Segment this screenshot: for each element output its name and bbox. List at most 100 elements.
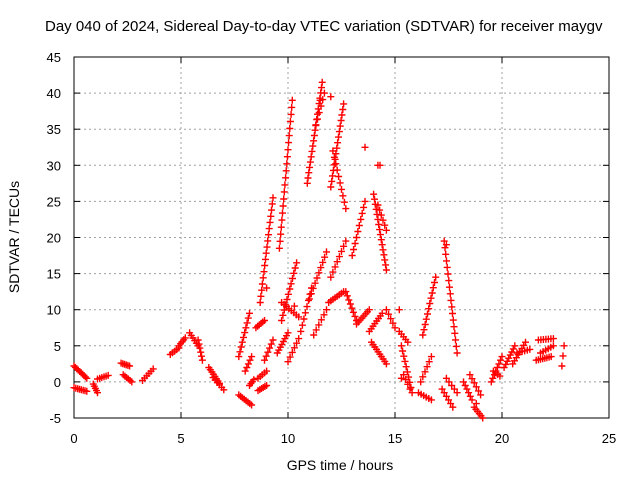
data-point [198, 352, 205, 360]
data-point [370, 190, 378, 198]
data-point [268, 200, 276, 208]
data-point [305, 169, 313, 177]
data-point [429, 284, 437, 292]
data-point [269, 194, 277, 202]
data-point [194, 336, 202, 344]
data-point [489, 374, 497, 382]
data-point [244, 360, 252, 368]
data-point [511, 342, 519, 350]
data-point [327, 183, 335, 191]
data-point [83, 374, 91, 382]
data-point [277, 230, 285, 238]
data-point [262, 352, 270, 360]
data-point [428, 289, 436, 297]
data-point [323, 248, 330, 256]
data-point [149, 365, 157, 373]
data-point [500, 364, 508, 371]
data-point [282, 174, 290, 182]
data-point [288, 96, 296, 104]
data-point [472, 383, 480, 391]
data-point [468, 396, 476, 404]
data-point [329, 147, 337, 155]
y-tick-label: 5 [54, 339, 61, 354]
data-point [422, 315, 430, 323]
data-point [438, 385, 446, 393]
data-point [425, 305, 433, 313]
data-point [320, 89, 328, 97]
data-point [315, 269, 323, 277]
data-point [447, 296, 455, 304]
data-point [308, 147, 316, 155]
data-point [317, 316, 325, 324]
data-point [340, 198, 348, 206]
data-point [305, 295, 313, 303]
y-tick-label: 15 [47, 267, 61, 282]
data-point [335, 253, 343, 261]
data-point [560, 342, 568, 350]
data-point [283, 153, 291, 161]
data-point [269, 336, 277, 344]
data-point [264, 348, 272, 356]
data-point [263, 243, 271, 251]
x-tick-label: 10 [281, 431, 295, 446]
data-point [399, 347, 407, 355]
data-point [260, 268, 268, 276]
data-point [275, 244, 283, 252]
data-point [333, 166, 341, 174]
data-point [450, 323, 458, 331]
data-point [549, 342, 557, 350]
data-point [305, 296, 312, 304]
data-point [460, 378, 467, 386]
data-point [334, 139, 342, 147]
data-point [549, 335, 557, 343]
data-point [293, 259, 301, 267]
data-point [265, 225, 273, 233]
data-point [427, 294, 435, 302]
data-point [442, 392, 450, 400]
data-point [257, 292, 265, 300]
data-point [128, 378, 136, 386]
data-point [314, 115, 321, 123]
data-point [287, 280, 295, 288]
data-point [267, 340, 275, 348]
data-point [279, 209, 286, 217]
data-point [421, 368, 429, 376]
data-point [461, 382, 469, 389]
data-point [329, 268, 337, 276]
data-point [451, 329, 459, 337]
data-point [440, 237, 448, 245]
data-point [258, 286, 266, 294]
data-point [466, 371, 474, 379]
data-point [312, 122, 320, 130]
data-point [285, 139, 293, 147]
data-point [126, 362, 134, 370]
data-point [400, 371, 408, 379]
data-point [256, 299, 264, 306]
data-point [472, 400, 480, 408]
data-point [250, 376, 258, 384]
data-point [317, 264, 325, 272]
data-point [375, 221, 383, 228]
data-point [240, 333, 247, 341]
data-point [261, 356, 268, 364]
data-point [497, 356, 504, 364]
data-point [330, 153, 338, 161]
data-point [262, 255, 269, 263]
data-point [242, 324, 250, 332]
data-point [278, 216, 286, 224]
data-point [442, 250, 450, 258]
data-point [377, 211, 385, 219]
y-tick-label: 10 [47, 303, 61, 318]
data-point [432, 273, 440, 281]
data-point [442, 374, 450, 382]
data-point [181, 334, 189, 342]
data-point [313, 274, 321, 282]
data-point [374, 215, 382, 223]
data-point [340, 100, 348, 108]
data-point [342, 237, 350, 245]
data-point [379, 246, 387, 254]
data-point [284, 329, 292, 337]
data-point [372, 205, 380, 213]
data-point [397, 374, 405, 382]
